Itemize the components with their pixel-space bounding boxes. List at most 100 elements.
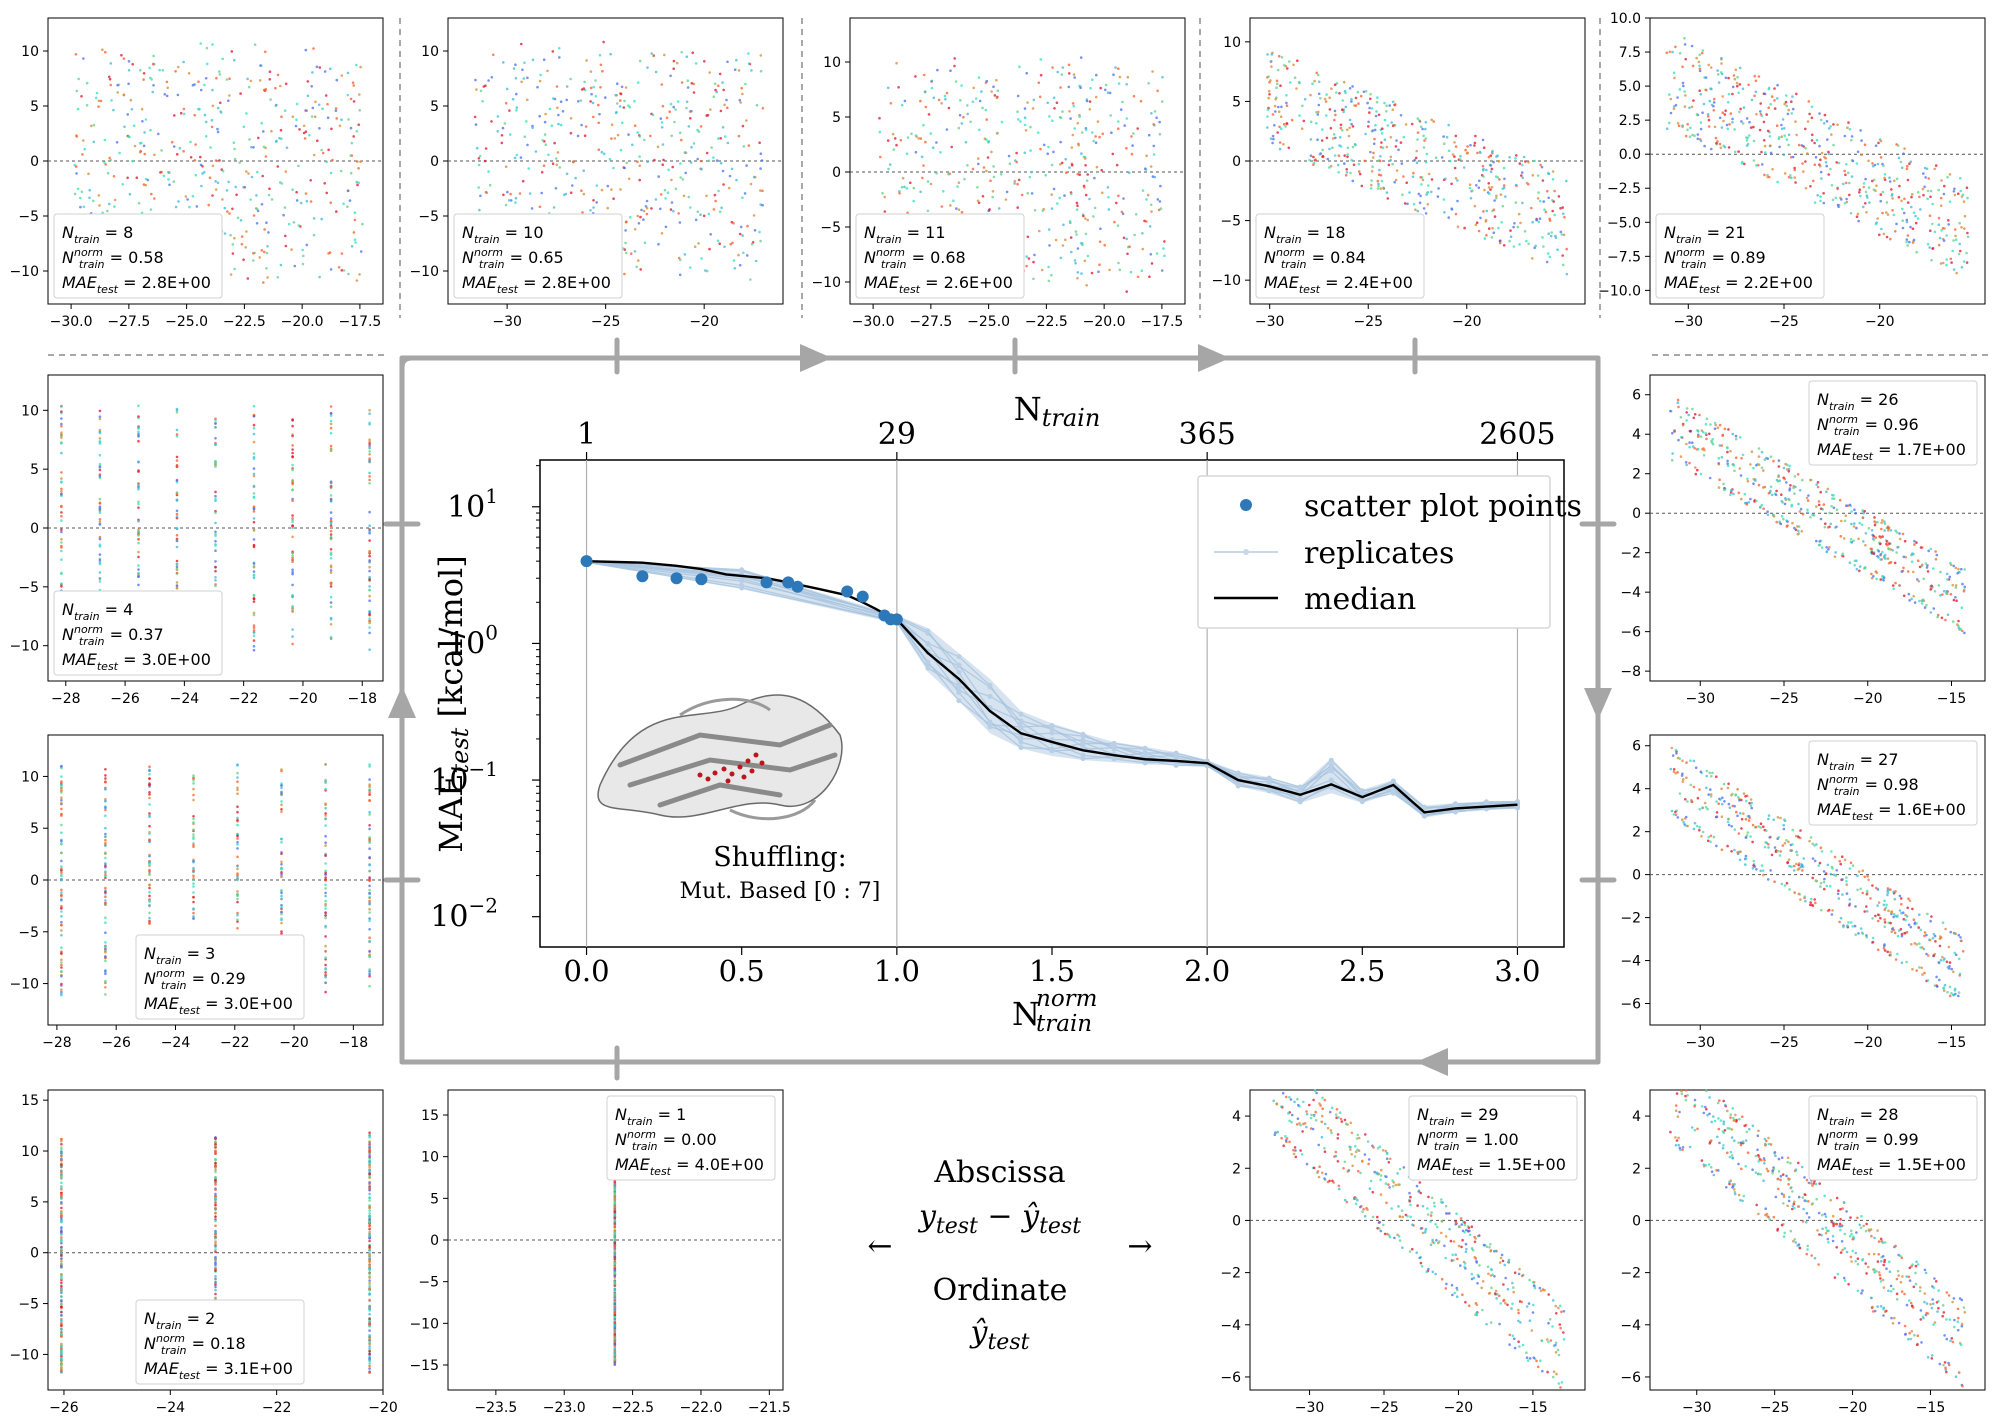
data-point bbox=[1701, 806, 1705, 809]
data-point bbox=[1418, 201, 1422, 205]
data-point bbox=[1918, 599, 1921, 603]
data-point bbox=[98, 558, 102, 562]
data-point bbox=[175, 562, 179, 566]
data-point bbox=[996, 131, 999, 135]
data-point bbox=[981, 106, 984, 110]
data-point bbox=[1757, 463, 1761, 467]
panel-x-tick-label: −30 bbox=[1255, 314, 1285, 330]
data-point bbox=[329, 414, 333, 417]
data-point bbox=[1387, 163, 1391, 167]
data-point bbox=[1786, 524, 1789, 527]
data-point bbox=[693, 245, 697, 248]
data-point bbox=[1938, 944, 1942, 948]
data-point bbox=[1938, 236, 1942, 240]
data-point bbox=[1784, 497, 1787, 500]
data-point bbox=[1114, 66, 1117, 69]
data-point bbox=[291, 642, 294, 646]
data-point bbox=[602, 40, 605, 44]
data-point bbox=[1711, 438, 1714, 441]
data-point bbox=[1354, 104, 1358, 107]
data-point bbox=[326, 116, 330, 119]
data-point bbox=[1019, 120, 1022, 123]
data-point bbox=[619, 148, 623, 152]
data-point bbox=[1779, 850, 1782, 853]
data-point bbox=[140, 107, 144, 111]
data-point bbox=[1894, 914, 1897, 918]
data-point bbox=[1707, 63, 1710, 67]
data-point bbox=[98, 204, 101, 207]
data-point bbox=[1278, 147, 1282, 151]
data-point bbox=[1897, 195, 1901, 199]
data-point bbox=[98, 522, 102, 526]
data-point bbox=[1377, 184, 1380, 188]
data-point bbox=[1688, 429, 1692, 433]
data-point bbox=[108, 77, 112, 81]
data-point bbox=[98, 465, 102, 469]
data-point bbox=[713, 193, 717, 197]
data-point bbox=[356, 160, 359, 163]
data-point bbox=[1887, 909, 1890, 913]
data-point bbox=[214, 188, 218, 191]
data-point bbox=[1378, 168, 1381, 172]
data-point bbox=[484, 190, 488, 194]
annotation-line: Ntrain = 26 bbox=[1817, 390, 1899, 413]
data-point bbox=[1699, 435, 1703, 438]
data-point bbox=[1785, 481, 1788, 484]
data-point bbox=[986, 156, 990, 159]
data-point bbox=[534, 150, 538, 153]
data-point bbox=[1358, 172, 1362, 176]
data-point bbox=[1757, 483, 1761, 487]
data-point bbox=[1706, 115, 1710, 118]
data-point bbox=[236, 911, 239, 915]
data-point bbox=[1738, 436, 1742, 439]
data-point bbox=[1075, 208, 1079, 211]
data-point bbox=[1371, 129, 1375, 132]
data-point bbox=[280, 871, 283, 874]
data-point bbox=[313, 115, 317, 118]
data-point bbox=[1796, 532, 1800, 536]
data-point bbox=[280, 182, 284, 185]
data-point bbox=[1857, 219, 1860, 223]
data-point bbox=[1331, 146, 1334, 149]
data-point bbox=[324, 973, 327, 977]
data-point bbox=[1279, 115, 1283, 118]
data-point bbox=[1324, 100, 1328, 103]
data-point bbox=[759, 54, 763, 57]
data-point bbox=[158, 68, 161, 72]
data-point bbox=[1489, 164, 1493, 167]
data-point bbox=[1958, 221, 1961, 225]
data-point bbox=[1276, 68, 1280, 72]
data-point bbox=[1875, 571, 1879, 574]
data-point bbox=[1706, 113, 1710, 116]
data-point bbox=[1487, 186, 1491, 189]
data-point bbox=[1410, 122, 1414, 126]
data-point bbox=[1887, 526, 1891, 530]
data-point bbox=[175, 512, 179, 516]
data-point bbox=[1443, 211, 1446, 214]
data-point bbox=[668, 110, 671, 113]
data-point bbox=[329, 500, 333, 503]
data-point bbox=[1483, 237, 1487, 240]
data-point bbox=[252, 648, 256, 652]
data-point bbox=[541, 139, 544, 142]
data-point bbox=[1416, 138, 1419, 141]
data-point bbox=[1670, 809, 1674, 813]
data-point bbox=[280, 852, 283, 856]
data-point bbox=[1901, 207, 1904, 211]
data-point bbox=[1736, 84, 1739, 88]
data-point bbox=[129, 98, 133, 102]
data-point bbox=[324, 841, 327, 844]
data-point bbox=[1386, 197, 1390, 200]
data-point bbox=[1883, 899, 1886, 902]
data-point bbox=[1896, 952, 1899, 956]
data-point bbox=[715, 159, 719, 162]
annotation-symbol: N bbox=[864, 248, 876, 267]
data-point bbox=[1557, 195, 1561, 198]
data-point bbox=[1520, 171, 1524, 174]
data-point bbox=[1561, 206, 1564, 209]
data-point bbox=[1670, 459, 1674, 462]
data-point bbox=[1874, 189, 1877, 192]
data-point bbox=[937, 98, 941, 102]
